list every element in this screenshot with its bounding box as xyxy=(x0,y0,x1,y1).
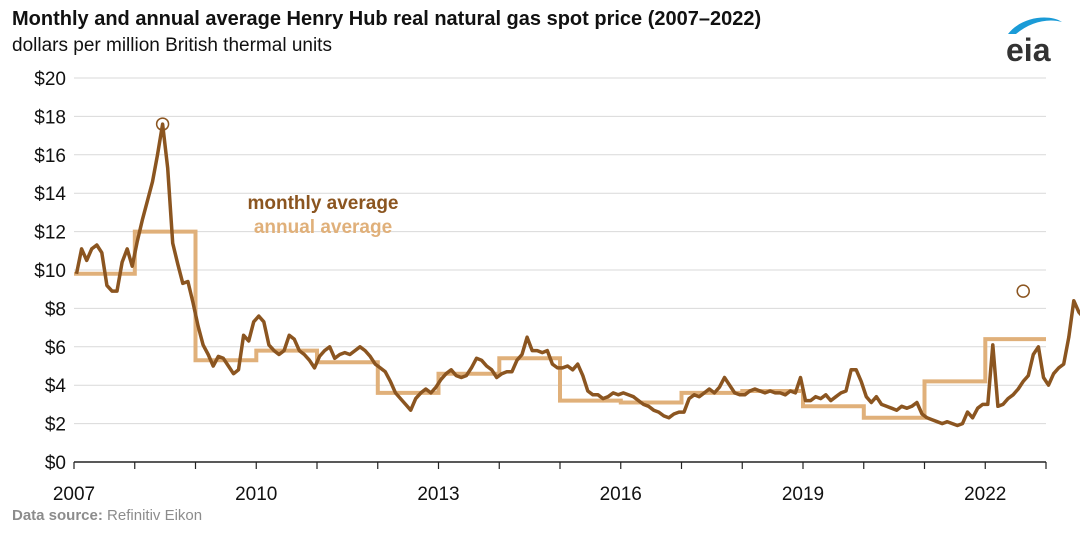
y-axis-ticks: $0 $2 $4 $6 $8 $10 $12 $14 $16 $18 $20 xyxy=(34,69,66,474)
legend-monthly: monthly average xyxy=(248,193,399,214)
chart-title: Monthly and annual average Henry Hub rea… xyxy=(12,8,762,30)
annotation-markers xyxy=(155,117,1030,298)
y-tick-label: $20 xyxy=(34,69,66,90)
data-source-text: Refinitiv Eikon xyxy=(107,507,203,524)
chart-subtitle: dollars per million British thermal unit… xyxy=(12,35,332,56)
y-tick-label: $12 xyxy=(34,223,66,244)
x-tick-label: 2010 xyxy=(235,484,277,505)
legend-annual: annual average xyxy=(254,217,392,238)
peak-marker xyxy=(155,117,170,131)
x-tick-label: 2022 xyxy=(964,484,1006,505)
x-axis: 2007 2010 2013 2016 2019 2022 xyxy=(53,461,1047,505)
y-tick-label: $0 xyxy=(45,453,66,474)
y-tick-label: $16 xyxy=(34,146,66,167)
x-tick-label: 2013 xyxy=(417,484,459,505)
data-source: Data source: Refinitiv Eikon xyxy=(12,507,202,524)
x-tick-label: 2016 xyxy=(600,484,642,505)
monthly-average-line xyxy=(74,122,1080,428)
eia-logo-text: eia xyxy=(1006,32,1051,68)
data-source-label: Data source: xyxy=(12,507,103,524)
y-tick-label: $2 xyxy=(45,415,66,436)
eia-logo: eia xyxy=(1006,17,1062,68)
y-tick-label: $8 xyxy=(45,299,66,320)
y-tick-label: $14 xyxy=(34,184,66,205)
eia-logo-swoosh xyxy=(1008,17,1062,34)
y-tick-label: $10 xyxy=(34,261,66,282)
grid-lines xyxy=(74,77,1046,425)
y-tick-label: $18 xyxy=(34,107,66,128)
x-tick-label: 2007 xyxy=(53,484,95,505)
y-tick-label: $6 xyxy=(45,338,66,359)
series-lines xyxy=(74,122,1080,428)
peak-marker xyxy=(1016,284,1030,298)
annual-average-line xyxy=(74,229,1046,420)
y-tick-label: $4 xyxy=(45,376,67,397)
x-tick-label: 2019 xyxy=(782,484,824,505)
legend: monthly average annual average xyxy=(248,193,399,238)
